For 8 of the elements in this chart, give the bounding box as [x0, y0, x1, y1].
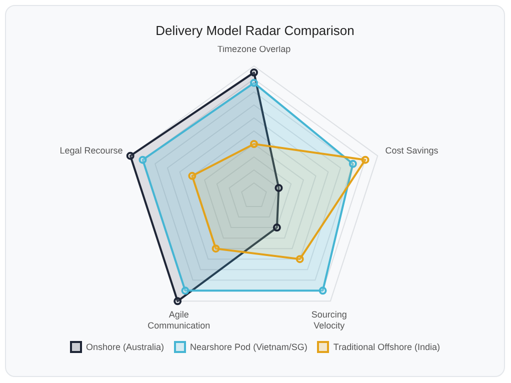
spoke-label: Agile Communication: [148, 310, 210, 331]
legend-label: Traditional Offshore (India): [332, 341, 440, 353]
chart-title: Delivery Model Radar Comparison: [154, 23, 356, 38]
spoke-label: Sourcing Velocity: [311, 310, 347, 331]
spoke-label: Legal Recourse: [60, 145, 123, 156]
spoke-label: Cost Savings: [385, 145, 439, 156]
legend-label: Onshore (Australia): [85, 341, 164, 353]
legend-label: Nearshore Pod (Vietnam/SG): [189, 341, 308, 353]
